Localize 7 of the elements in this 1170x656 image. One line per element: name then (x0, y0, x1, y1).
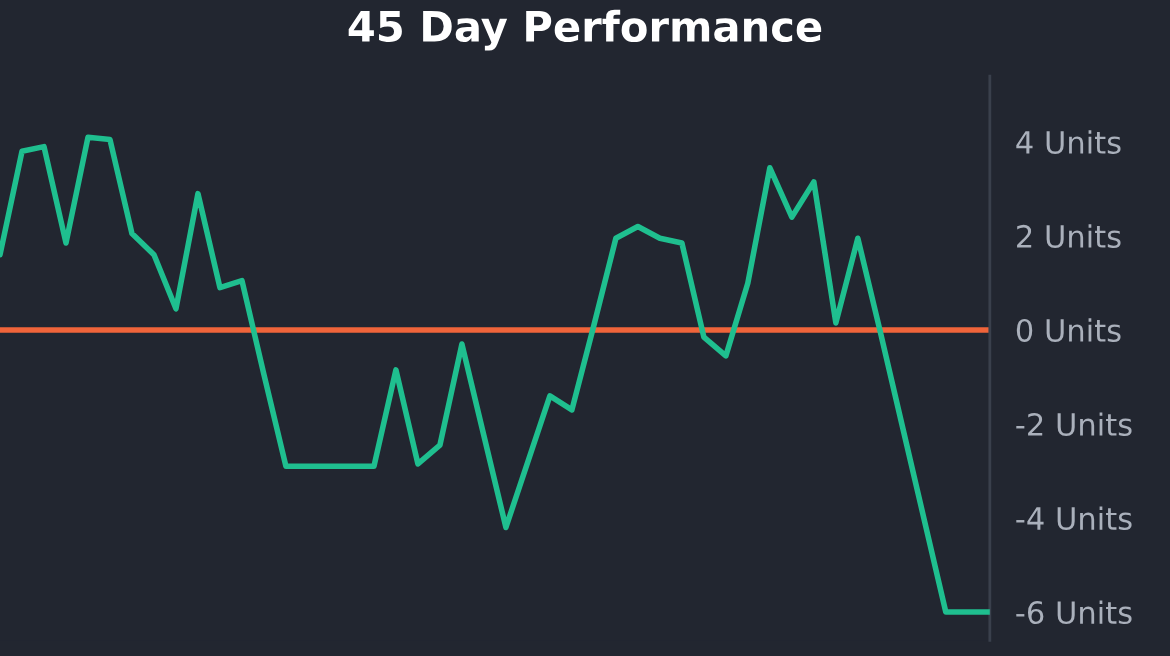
chart-title: 45 Day Performance (348, 9, 822, 51)
y-tick-label: 0 Units (1016, 318, 1121, 343)
y-tick-label: 2 Units (1017, 224, 1121, 248)
y-tick-label: -2 Units (1016, 412, 1132, 437)
y-tick-label: -4 Units (1016, 506, 1132, 531)
y-tick-label: -6 Units (1016, 600, 1132, 625)
y-tick-label: 4 Units (1016, 130, 1121, 154)
